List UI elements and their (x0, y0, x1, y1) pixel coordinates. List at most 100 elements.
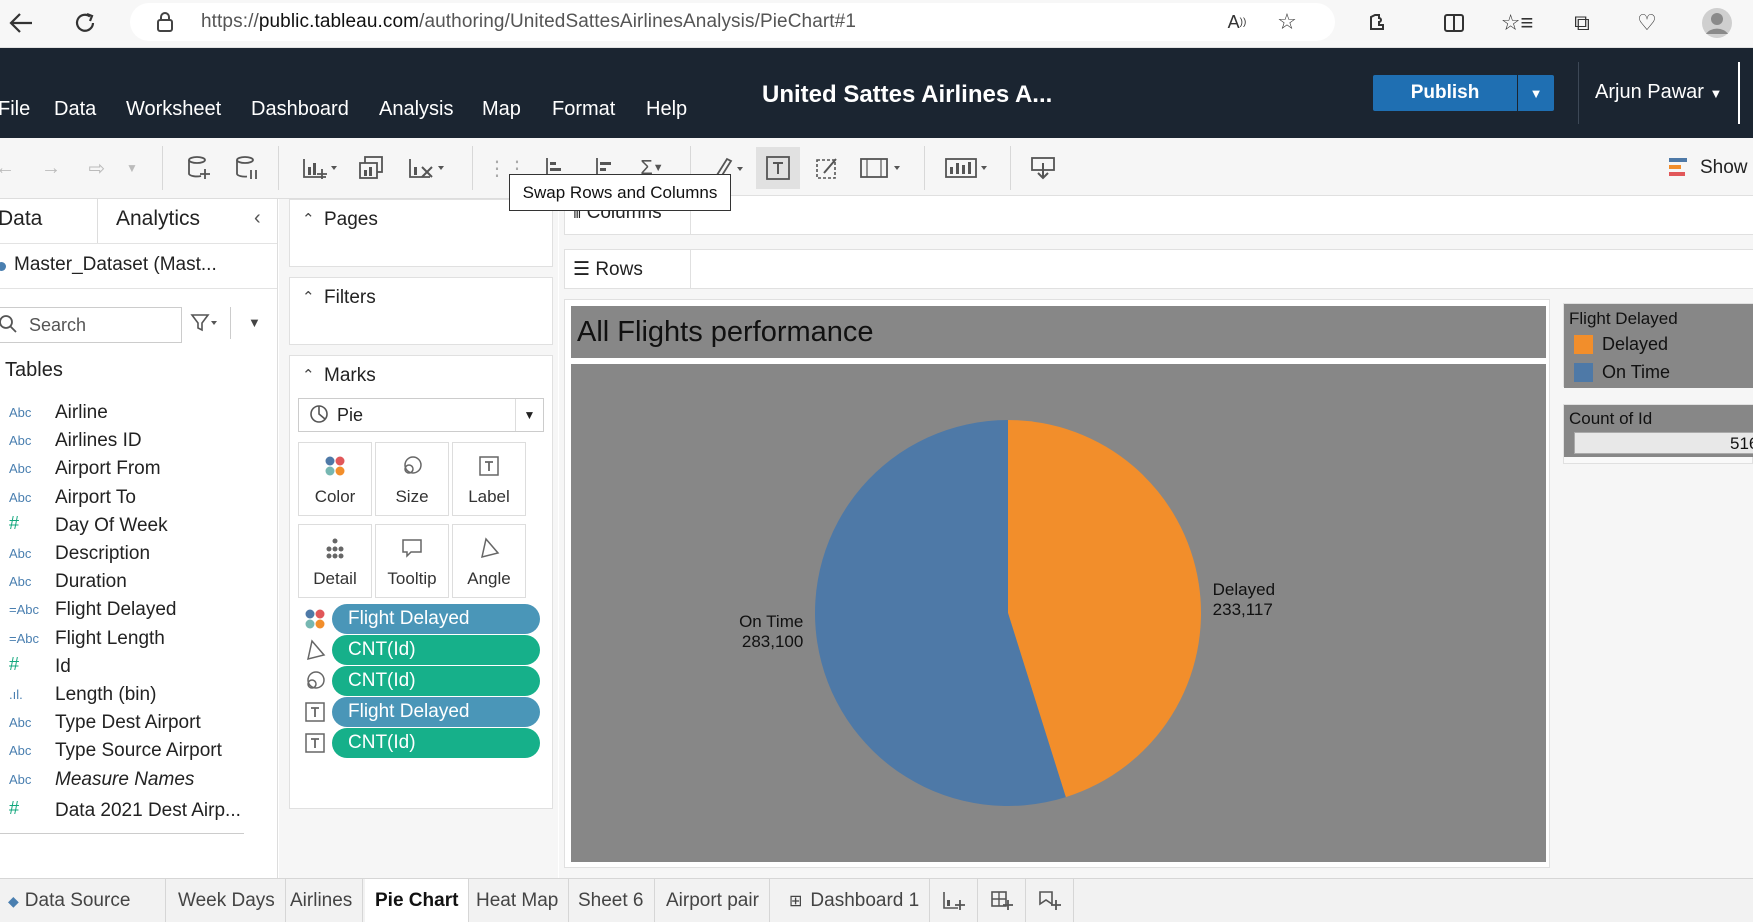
replay-icon[interactable]: ⇨ (88, 157, 106, 180)
redo-icon[interactable]: → (41, 156, 61, 179)
filter-fields-icon[interactable] (190, 312, 220, 339)
collections-icon[interactable]: ⧉ (1574, 10, 1590, 35)
field-item[interactable]: Abc Airlines ID (0, 427, 277, 458)
columns-shelf[interactable]: ⦀ Columns (564, 195, 1753, 235)
marks-pill[interactable]: Flight Delayed (332, 697, 540, 727)
tab-data-source[interactable]: ◆ Data Source (0, 879, 166, 922)
angle-button[interactable]: Angle (452, 524, 526, 598)
size-legend[interactable]: Count of Id 516 (1563, 404, 1753, 464)
fix-axes-icon[interactable] (812, 152, 842, 184)
favorites-icon[interactable]: ☆≡ (1500, 10, 1534, 35)
field-item[interactable]: Abc Type Dest Airport (0, 709, 277, 740)
detail-button[interactable]: Detail (298, 524, 372, 598)
new-worksheet-icon[interactable] (300, 152, 340, 184)
menu-dashboard[interactable]: Dashboard (251, 98, 349, 120)
mark-type-select[interactable]: Pie ▼ (298, 398, 544, 432)
field-item[interactable]: Abc Airport From (0, 455, 277, 486)
health-icon[interactable]: ♡ (1637, 10, 1657, 35)
field-item[interactable]: =Abc Flight Length (0, 625, 277, 656)
tab-pie-chart[interactable]: Pie Chart (365, 879, 470, 922)
color-legend[interactable]: Flight Delayed Delayed On Time (1563, 303, 1753, 388)
marks-pill[interactable]: CNT(Id) (332, 635, 540, 665)
menu-format[interactable]: Format (552, 98, 616, 120)
field-item[interactable]: Abc Airline (0, 399, 277, 430)
tab-sheet-6[interactable]: Sheet 6 (568, 879, 655, 922)
show-me-icon[interactable] (1664, 152, 1694, 184)
address-bar[interactable]: https://public.tableau.com/authoring/Uni… (130, 3, 1335, 41)
menu-data[interactable]: Data (54, 98, 97, 120)
collapse-pane-icon[interactable]: ‹ (254, 207, 261, 229)
totals-icon[interactable]: Σ ▼ (640, 156, 664, 179)
pie-slice-delayed[interactable] (1008, 420, 1201, 798)
collapse-caret-icon[interactable]: ⌃ (302, 367, 315, 384)
legend-item-delayed[interactable]: Delayed (1602, 334, 1669, 354)
field-item[interactable]: # Id (0, 653, 277, 684)
field-item[interactable]: Abc Airport To (0, 484, 277, 515)
collapse-caret-icon[interactable]: ⌃ (302, 211, 315, 228)
field-item[interactable]: # Day Of Week (0, 512, 277, 543)
split-screen-icon[interactable] (1437, 6, 1471, 40)
new-dashboard-tab-icon[interactable] (978, 879, 1026, 922)
lock-icon[interactable] (148, 5, 182, 39)
field-item[interactable]: Abc Description (0, 540, 277, 571)
show-hide-cards-icon[interactable] (942, 152, 992, 184)
publish-button[interactable]: Publish (1373, 75, 1517, 111)
tooltip-button[interactable]: Tooltip (375, 524, 449, 598)
collapse-caret-icon[interactable]: ⌃ (302, 289, 315, 306)
read-aloud-icon[interactable]: A)) (1227, 11, 1247, 32)
field-item[interactable]: Abc Type Source Airport (0, 737, 277, 768)
replay-dropdown-icon[interactable]: ▼ (126, 161, 138, 175)
new-story-tab-icon[interactable] (1026, 879, 1074, 922)
favorite-star-icon[interactable]: ☆ (1277, 9, 1297, 34)
show-mark-labels-icon[interactable] (756, 147, 800, 189)
tab-airport-pair[interactable]: Airport pair (656, 879, 770, 922)
field-item[interactable]: Abc Measure Names (0, 766, 277, 797)
menu-map[interactable]: Map (482, 98, 521, 120)
pie-slice-on-time[interactable] (814, 420, 1066, 806)
marks-pill[interactable]: CNT(Id) (332, 728, 540, 758)
new-worksheet-tab-icon[interactable] (930, 879, 978, 922)
menu-analysis[interactable]: Analysis (379, 98, 454, 120)
download-icon[interactable] (1028, 152, 1058, 184)
datasource-item[interactable]: Master_Dataset (Mast... (0, 243, 277, 289)
tab-heat-map[interactable]: Heat Map (466, 879, 570, 922)
url-text[interactable]: https://public.tableau.com/authoring/Uni… (201, 11, 857, 32)
field-item[interactable]: # Data 2021 Dest Airp... (0, 797, 277, 828)
user-menu[interactable]: Arjun Pawar ▼ (1595, 81, 1722, 104)
profile-avatar-icon[interactable] (1700, 6, 1734, 40)
fit-view-icon[interactable] (856, 152, 904, 184)
show-me-label[interactable]: Show (1700, 157, 1748, 178)
field-item[interactable]: =Abc Flight Delayed (0, 596, 277, 627)
workbook-title[interactable]: United Sattes Airlines A... (762, 81, 1053, 108)
label-button[interactable]: Label (452, 442, 526, 516)
legend-item-on-time[interactable]: On Time (1602, 362, 1671, 382)
filters-card[interactable]: ⌃ Filters (289, 277, 553, 345)
marks-pill[interactable]: CNT(Id) (332, 666, 540, 696)
datapane-menu-icon[interactable]: ▼ (248, 315, 261, 330)
tab-data[interactable]: Data (0, 207, 43, 230)
search-input[interactable]: Search (0, 307, 182, 343)
size-button[interactable]: Size (375, 442, 449, 516)
tab-week-days[interactable]: Week Days (168, 879, 286, 922)
color-button[interactable]: Color (298, 442, 372, 516)
menu-file[interactable]: File (0, 98, 31, 120)
tab-analytics[interactable]: Analytics (116, 207, 201, 230)
tab-airlines[interactable]: Airlines (280, 879, 364, 922)
field-item[interactable]: .ıl. Length (bin) (0, 681, 277, 712)
view-title-box[interactable]: All Flights performance (571, 306, 1546, 358)
marks-pill[interactable]: Flight Delayed (332, 604, 540, 634)
clear-sheet-icon[interactable] (406, 152, 448, 184)
pause-updates-icon[interactable] (232, 152, 262, 184)
back-arrow-icon[interactable] (4, 6, 38, 40)
duplicate-sheet-icon[interactable] (356, 152, 386, 184)
publish-dropdown-icon[interactable]: ▼ (1518, 75, 1554, 111)
field-item[interactable]: Abc Duration (0, 568, 277, 599)
tab-dashboard-1[interactable]: ⊞ Dashboard 1 (779, 879, 931, 922)
rows-shelf[interactable]: ☰ Rows (564, 249, 1753, 289)
menu-worksheet[interactable]: Worksheet (126, 98, 222, 120)
new-datasource-icon[interactable] (184, 152, 214, 184)
extensions-icon[interactable] (1362, 6, 1396, 40)
refresh-icon[interactable] (68, 6, 102, 40)
undo-icon[interactable]: ← (0, 156, 15, 179)
menu-help[interactable]: Help (646, 98, 688, 120)
